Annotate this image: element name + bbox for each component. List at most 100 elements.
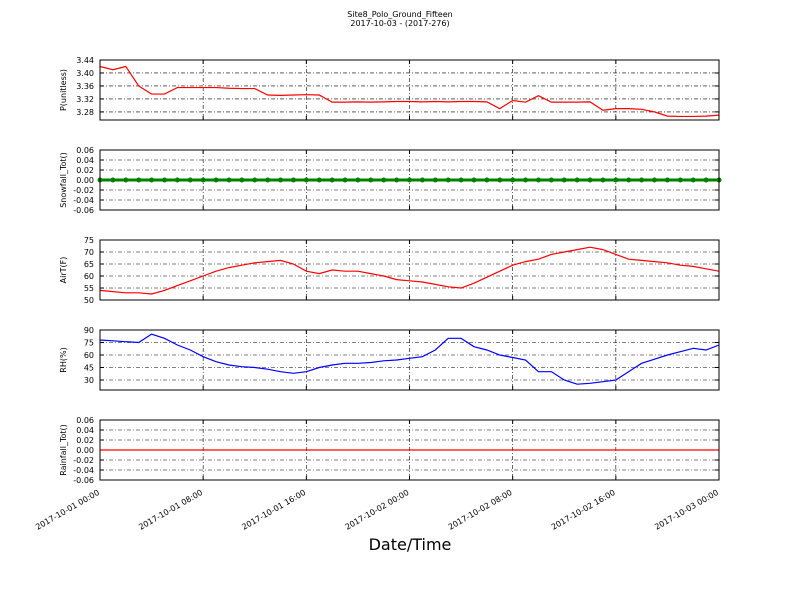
data-point — [342, 177, 348, 183]
data-point — [174, 177, 180, 183]
y-tick-label: 3.44 — [76, 56, 94, 65]
y-axis-label: RH(%) — [59, 347, 68, 372]
data-point — [510, 177, 516, 183]
y-axis-label: P(unitless) — [59, 69, 68, 111]
y-tick-label: 55 — [84, 284, 94, 293]
x-tick-label: 2017-10-01 08:00 — [137, 488, 204, 532]
data-point — [561, 177, 567, 183]
y-tick-label: 0.04 — [76, 426, 94, 435]
plot-frame — [99, 239, 720, 301]
x-tick-label: 2017-10-02 08:00 — [447, 488, 514, 532]
y-tick-label: 75 — [84, 236, 94, 245]
data-point — [523, 177, 529, 183]
data-point — [587, 177, 593, 183]
data-point — [548, 177, 554, 183]
y-axis-label: Snowfall_Tot() — [59, 152, 68, 208]
x-tick-label: 2017-10-02 16:00 — [550, 488, 617, 532]
x-tick-label: 2017-10-03 00:00 — [653, 488, 720, 532]
subplot: 50 55 60 65 70 75 AirT(F) — [59, 236, 720, 305]
y-tick-label: 0.00 — [76, 176, 94, 185]
y-tick-label: 0.00 — [76, 446, 94, 455]
data-point — [458, 177, 464, 183]
subplot: 30 45 60 75 90 RH(%) — [59, 326, 720, 391]
data-point — [110, 177, 116, 183]
y-tick-label: -0.04 — [73, 466, 94, 475]
y-tick-label: 75 — [84, 339, 94, 348]
plot-frame — [99, 329, 720, 391]
y-axis-label: AirT(F) — [59, 257, 68, 284]
data-point — [445, 177, 451, 183]
x-tick-label: 2017-10-02 00:00 — [344, 488, 411, 532]
x-tick-label: 2017-10-01 00:00 — [34, 488, 101, 532]
y-tick-label: 3.36 — [76, 82, 94, 91]
data-point — [432, 177, 438, 183]
y-tick-label: 3.40 — [76, 69, 94, 78]
y-tick-label: 90 — [84, 326, 94, 335]
data-point — [329, 177, 335, 183]
data-point — [574, 177, 580, 183]
y-tick-label: 3.32 — [76, 95, 94, 104]
data-point — [600, 177, 606, 183]
y-tick-label: 0.06 — [76, 146, 94, 155]
subplot: 3.28 3.32 3.36 3.40 3.44 P(unitless) — [59, 56, 720, 121]
y-tick-label: -0.06 — [73, 206, 94, 215]
data-point — [703, 177, 709, 183]
data-point — [652, 177, 658, 183]
data-point — [161, 177, 167, 183]
data-point — [303, 177, 309, 183]
data-point — [626, 177, 632, 183]
data-point — [355, 177, 361, 183]
data-point — [484, 177, 490, 183]
data-point — [419, 177, 425, 183]
data-point — [639, 177, 645, 183]
chart-subtitle: 2017-10-03 - (2017-276) — [350, 19, 449, 28]
plot-frame — [99, 59, 720, 121]
y-tick-label: 0.02 — [76, 436, 94, 445]
data-point — [278, 177, 284, 183]
y-tick-label: -0.04 — [73, 196, 94, 205]
data-point — [394, 177, 400, 183]
y-tick-label: 0.06 — [76, 416, 94, 425]
data-point — [368, 177, 374, 183]
y-tick-label: 60 — [84, 351, 94, 360]
data-point — [471, 177, 477, 183]
data-point — [239, 177, 245, 183]
y-tick-label: 50 — [84, 296, 94, 305]
data-point — [677, 177, 683, 183]
data-point — [149, 177, 155, 183]
y-tick-label: 70 — [84, 248, 94, 257]
data-point — [381, 177, 387, 183]
y-tick-label: -0.02 — [73, 186, 94, 195]
data-point — [226, 177, 232, 183]
data-point — [187, 177, 193, 183]
data-point — [290, 177, 296, 183]
chart-title: Site8_Polo_Ground_Fifteen — [347, 10, 452, 19]
y-axis-label: Rainfall_Tot() — [59, 424, 68, 476]
y-tick-label: 45 — [84, 364, 94, 373]
y-tick-label: 60 — [84, 272, 94, 281]
data-point — [690, 177, 696, 183]
data-line — [99, 246, 720, 295]
data-point — [200, 177, 206, 183]
data-point — [252, 177, 258, 183]
subplot: -0.06-0.04-0.020.000.020.040.06 Snowfall_… — [59, 146, 722, 215]
subplot: -0.06-0.04-0.020.000.020.040.06 2017-10-0… — [34, 416, 720, 532]
x-tick-label: 2017-10-01 16:00 — [240, 488, 307, 532]
plot-frame — [99, 149, 720, 211]
y-tick-label: 30 — [84, 376, 94, 385]
y-tick-label: 65 — [84, 260, 94, 269]
data-line — [99, 65, 720, 118]
x-axis-label: Date/Time — [369, 535, 452, 554]
data-point — [613, 177, 619, 183]
data-point — [123, 177, 129, 183]
y-tick-label: 0.02 — [76, 166, 94, 175]
data-point — [535, 177, 541, 183]
data-point — [497, 177, 503, 183]
y-tick-label: 3.28 — [76, 108, 94, 117]
plot-frame — [99, 419, 720, 481]
data-point — [316, 177, 322, 183]
data-point — [265, 177, 271, 183]
data-point — [213, 177, 219, 183]
